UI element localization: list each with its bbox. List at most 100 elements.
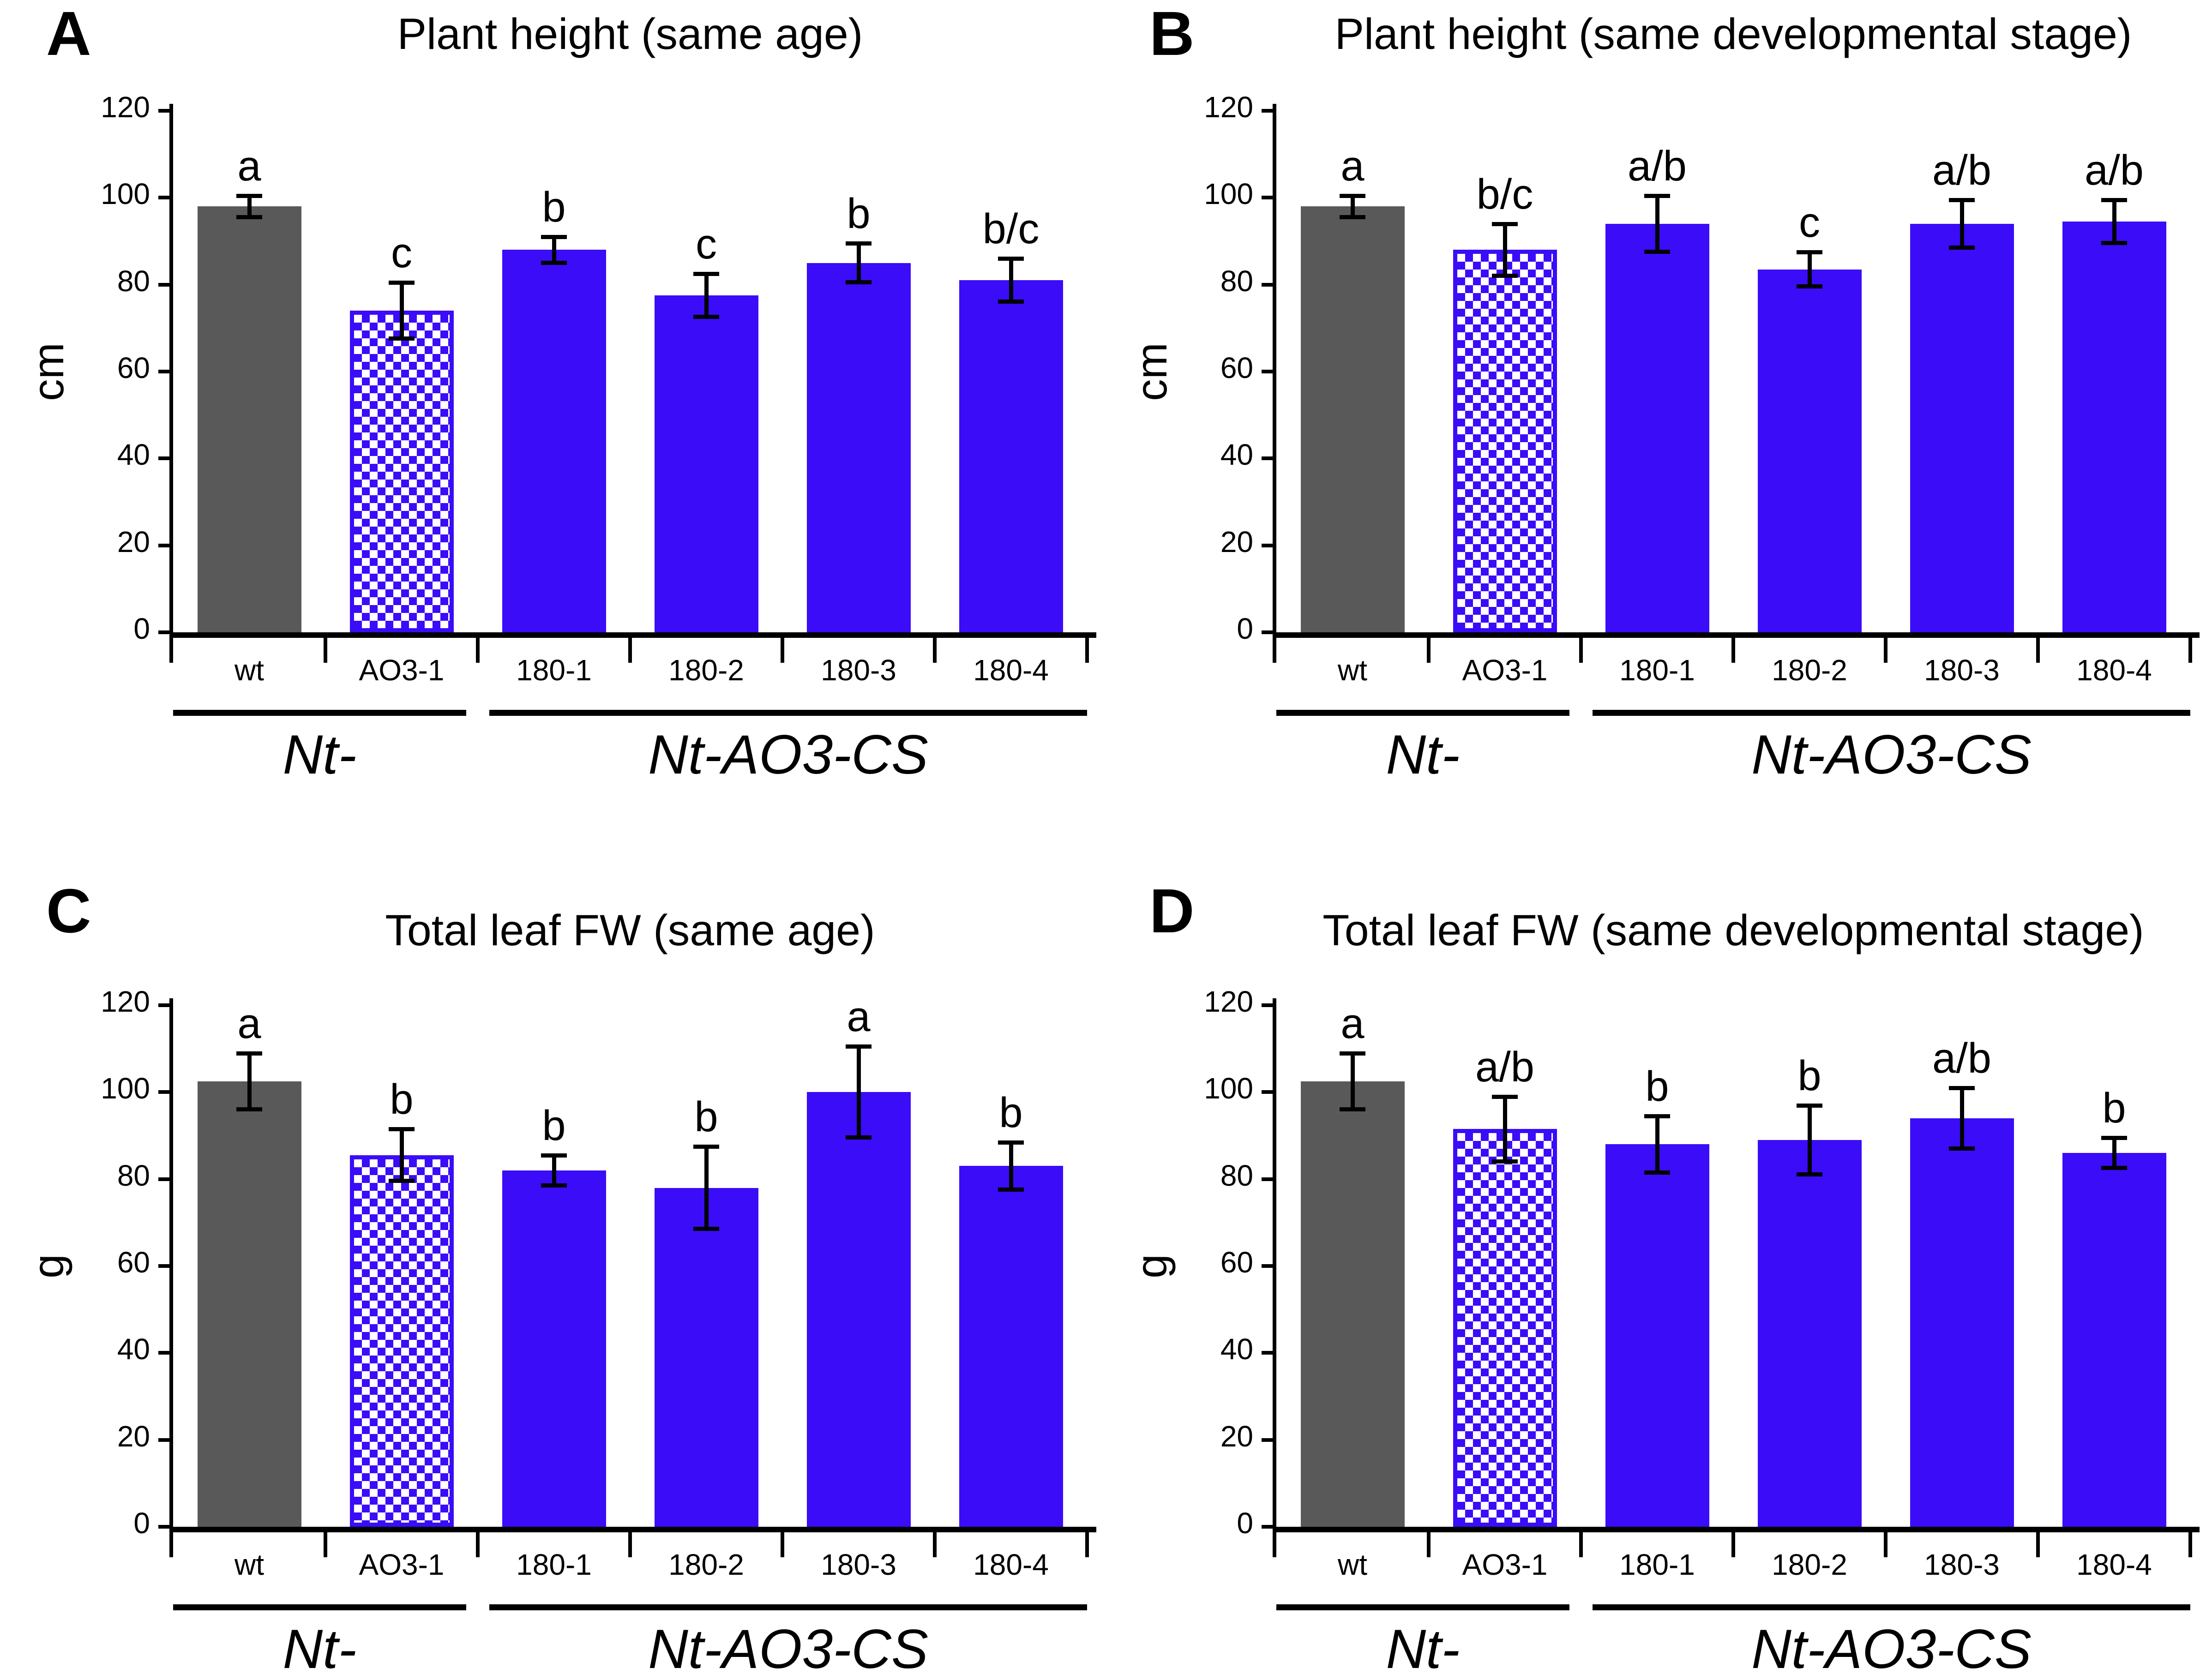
error-bar-line — [399, 1129, 404, 1182]
y-tick-label: 80 — [117, 264, 150, 298]
y-tick — [1262, 1438, 1273, 1442]
x-boundary-tick — [1427, 632, 1431, 663]
y-axis-line — [169, 104, 173, 663]
y-tick-label: 0 — [1237, 612, 1253, 645]
error-bar-cap-top — [2101, 198, 2127, 203]
error-bar-line — [1009, 258, 1013, 302]
x-category-label: 180-4 — [2076, 1548, 2152, 1581]
error-bar-line — [552, 1155, 556, 1186]
y-tick — [158, 109, 169, 113]
error-bar-cap-top — [389, 1127, 415, 1132]
x-boundary-tick — [2188, 632, 2192, 663]
bar-180-4 — [2062, 1153, 2166, 1527]
group-label-1: Nt-AO3-CS — [648, 724, 928, 786]
error-bar-cap-bottom — [236, 215, 262, 219]
y-tick — [158, 543, 169, 547]
bar-ao3-1 — [1453, 1129, 1557, 1527]
y-tick-label: 40 — [1220, 438, 1253, 472]
significance-letter: b — [999, 1089, 1023, 1136]
bar-180-3 — [1910, 1118, 2014, 1527]
error-bar-line — [552, 237, 556, 263]
y-tick — [1262, 1525, 1273, 1529]
bar-180-1 — [1605, 1144, 1709, 1527]
x-boundary-tick — [1731, 1527, 1735, 1557]
error-bar-cap-bottom — [2101, 1166, 2127, 1170]
y-tick — [1262, 1090, 1273, 1094]
panel-d: D Total leaf FW (same developmental stag… — [1103, 839, 2206, 1678]
chart-title-c: Total leaf FW (same age) — [385, 906, 875, 955]
x-category-label: 180-2 — [668, 654, 744, 687]
x-boundary-tick — [2036, 632, 2040, 663]
significance-letter: a/b — [1628, 142, 1687, 190]
y-tick-label: 40 — [117, 1332, 150, 1366]
error-bar-cap-top — [846, 1044, 872, 1049]
y-tick — [1262, 1351, 1273, 1355]
y-tick — [158, 1090, 169, 1094]
error-bar-line — [1350, 195, 1355, 217]
group-label-0: Nt- — [283, 1618, 357, 1680]
error-bar-cap-bottom — [846, 280, 872, 284]
y-tick-label: 0 — [133, 612, 150, 645]
significance-letter: a/b — [1932, 147, 1991, 194]
panel-letter-d: D — [1149, 876, 1195, 946]
y-tick — [1262, 282, 1273, 287]
error-bar-cap-top — [693, 1145, 719, 1149]
error-bar-line — [2112, 1138, 2116, 1169]
significance-letter: b — [694, 1093, 718, 1141]
bar-180-1 — [502, 250, 606, 632]
y-tick — [1262, 1264, 1273, 1268]
error-bar-cap-bottom — [1644, 250, 1670, 254]
y-tick — [1262, 456, 1273, 461]
y-tick — [1262, 370, 1273, 373]
bar-180-2 — [1757, 269, 1862, 632]
error-bar-cap-top — [2101, 1136, 2127, 1140]
y-tick-label: 60 — [117, 1246, 150, 1279]
error-bar-line — [704, 274, 709, 318]
x-category-label: 180-2 — [1772, 1548, 1847, 1581]
panel-a: A Plant height (same age) cm 0 20 40 60 80 10… — [0, 0, 1103, 839]
error-bar-cap-bottom — [998, 300, 1024, 304]
significance-letter: a/b — [1932, 1034, 1991, 1082]
error-bar-cap-bottom — [998, 1188, 1024, 1192]
bar-wt — [1300, 1081, 1405, 1527]
y-tick — [1262, 1003, 1273, 1007]
chart-title-a: Plant height (same age) — [397, 10, 863, 59]
bar-180-1 — [1605, 223, 1709, 632]
x-boundary-tick — [476, 632, 480, 663]
x-category-label: wt — [234, 1548, 264, 1581]
x-category-label: 180-3 — [821, 1548, 896, 1581]
error-bar-cap-top — [693, 272, 719, 276]
bar-180-2 — [654, 1188, 758, 1527]
x-boundary-tick — [628, 1527, 632, 1557]
error-bar-cap-bottom — [1644, 1170, 1670, 1175]
error-bar-cap-top — [1797, 1103, 1822, 1108]
y-tick-label: 0 — [1237, 1506, 1253, 1540]
error-bar-cap-bottom — [2101, 241, 2127, 246]
significance-letter: b — [542, 184, 566, 231]
bar-ao3-1 — [349, 311, 454, 632]
y-tick-label: 120 — [1204, 985, 1253, 1018]
x-boundary-tick — [2036, 1527, 2040, 1557]
bar-180-3 — [806, 1092, 911, 1527]
panel-letter-a: A — [46, 0, 91, 68]
x-boundary-tick — [324, 1527, 327, 1557]
panel-b: B Plant height (same developmental stage… — [1103, 0, 2206, 839]
y-tick — [158, 630, 169, 634]
group-underline-0 — [1276, 710, 1569, 716]
chart-title-b: Plant height (same developmental stage) — [1334, 10, 2132, 59]
significance-letter: b — [2102, 1085, 2126, 1132]
x-boundary-tick — [1884, 632, 1887, 663]
panel-c: C Total leaf FW (same age) g 0 20 40 60 80 10… — [0, 839, 1103, 1678]
x-boundary-tick — [628, 632, 632, 663]
bar-180-2 — [654, 295, 758, 632]
y-tick-label: 100 — [101, 177, 150, 211]
error-bar-line — [856, 1046, 861, 1138]
error-bar-cap-bottom — [541, 260, 567, 265]
significance-letter: c — [696, 221, 717, 268]
x-category-label: AO3-1 — [1462, 1548, 1548, 1581]
group-underline-0 — [173, 710, 466, 716]
bar-wt — [197, 206, 301, 632]
y-tick-label: 120 — [101, 90, 150, 124]
error-bar-line — [1960, 1087, 1964, 1149]
error-bar-line — [1807, 1105, 1812, 1175]
